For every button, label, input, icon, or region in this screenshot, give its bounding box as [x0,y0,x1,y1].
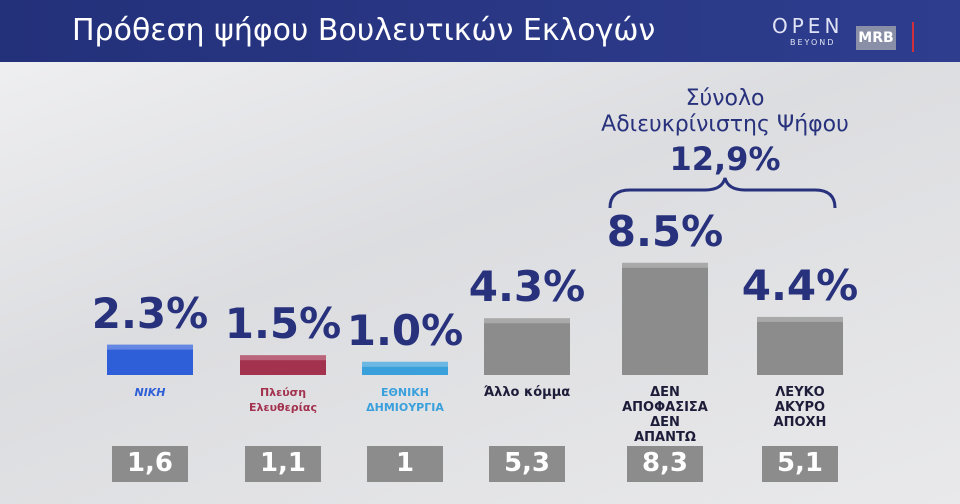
annotation-line: Σύνολο [685,86,765,111]
category-label: ΕΘΝΙΚΗ ΔΗΜΙΟΥΡΓΙΑ [366,386,444,414]
bar [362,361,448,375]
brace [608,177,837,209]
previous-value: 5,3 [503,448,551,478]
category-label: ΝΙΚΗ [134,386,166,399]
chart-title: Πρόθεση ψήφου Βουλευτικών Εκλογών [72,13,656,48]
bar [622,262,708,375]
brand-divider [912,22,914,52]
category-label: Πλεύση Ελευθερίας [249,386,317,414]
previous-box [489,446,565,482]
value-label: 2.3% [91,288,209,338]
annotation-value: 12,9% [669,140,781,178]
bar-top [484,318,570,324]
bar-top [107,344,193,350]
previous-box [762,446,838,482]
value-label: 1.0% [346,305,464,355]
bar [107,344,193,375]
previous-value: 1 [395,448,415,478]
bar [484,318,570,375]
value-label: 4.3% [468,262,586,312]
previous-box [627,446,703,482]
previous-value: 5,1 [776,448,824,478]
bar-top [240,355,326,361]
previous-value: 1,1 [259,448,307,478]
bar [757,316,843,375]
value-label: 4.4% [741,260,859,310]
annotation-line: Αδιευκρίνιστης Ψήφου [601,112,849,137]
bar-top [757,316,843,322]
previous-box [112,446,188,482]
bar-top [622,262,708,268]
category-label: Άλλο κόμμα [483,385,571,400]
previous-box [367,446,443,482]
brand-open: OPEN [772,14,844,38]
value-label: 1.5% [224,299,342,349]
bar-top [362,361,448,367]
brand-beyond: BEYOND [790,38,836,47]
category-label: ΔΕΝ ΑΠΟΦΑΣΙΣΑ ΔΕΝ ΑΠΑΝΤΩ [622,385,708,445]
previous-value: 8,3 [641,448,689,478]
category-label: ΛΕΥΚΟ ΑΚΥΡΟ ΑΠΟΧΗ [773,385,827,430]
brand-mrb: MRB [856,26,896,50]
previous-value: 1,6 [126,448,174,478]
previous-box [245,446,321,482]
bar [240,355,326,375]
header-bar [0,0,960,62]
value-label: 8.5% [606,206,724,256]
